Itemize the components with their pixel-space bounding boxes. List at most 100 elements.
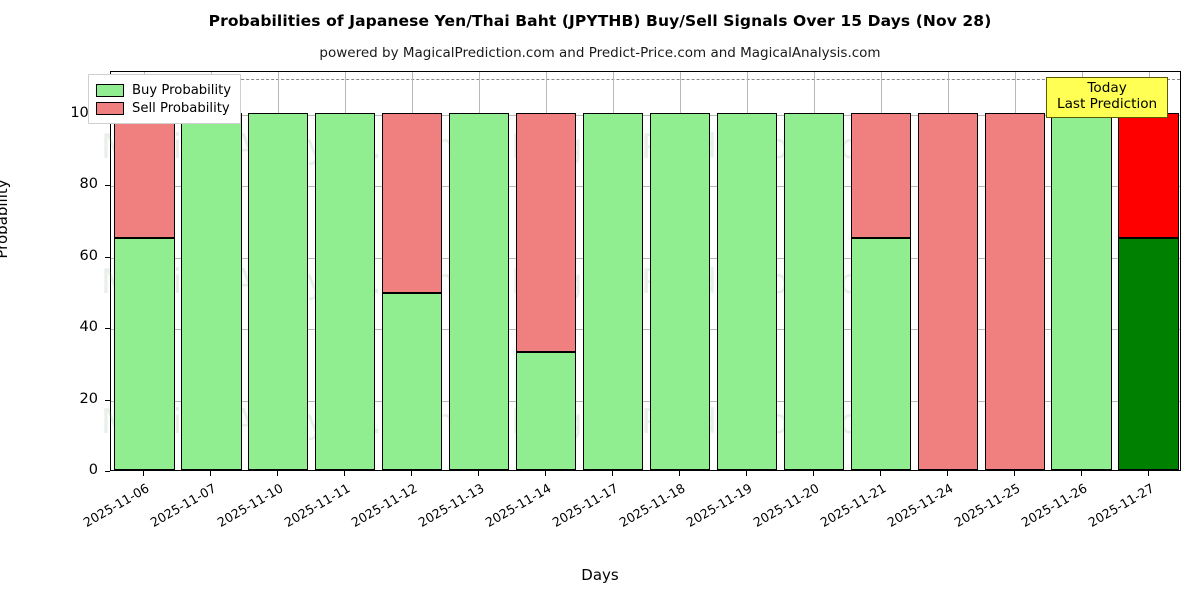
bar-segment-buy xyxy=(248,112,309,470)
gridline-horizontal xyxy=(111,400,1180,402)
x-tick-label: 2025-11-11 xyxy=(281,480,353,530)
bar-segment-buy xyxy=(582,112,644,470)
bar-segment-sell xyxy=(850,112,911,238)
bar-segment-buy xyxy=(449,112,510,470)
y-tick-mark xyxy=(105,471,110,472)
bar-segment-buy xyxy=(649,112,711,470)
today-callout-line2: Last Prediction xyxy=(1057,95,1158,112)
bar-segment-buy xyxy=(1118,237,1179,470)
legend-item-buy: Buy Probability xyxy=(96,81,231,99)
x-tick-mark xyxy=(946,471,948,476)
x-tick-label: 2025-11-17 xyxy=(549,480,621,530)
gridline-dashed-top xyxy=(111,79,1180,81)
x-tick-label: 2025-11-12 xyxy=(348,480,420,530)
x-tick-mark xyxy=(678,471,680,476)
x-tick-label: 2025-11-07 xyxy=(148,480,219,530)
x-tick-label: 2025-11-10 xyxy=(214,480,286,530)
x-tick-label: 2025-11-14 xyxy=(482,480,554,530)
bar-group xyxy=(783,70,844,470)
x-axis-label: Days xyxy=(581,566,619,584)
bar-group xyxy=(248,70,309,470)
bar-segment-sell xyxy=(984,112,1045,470)
y-tick-label: 60 xyxy=(79,247,98,264)
x-tick-mark xyxy=(1080,471,1082,476)
bar-group xyxy=(582,70,644,470)
bar-group xyxy=(917,70,978,470)
legend-label-buy: Buy Probability xyxy=(132,82,232,98)
y-tick-label: 40 xyxy=(79,319,98,336)
gridline-horizontal xyxy=(111,329,1180,331)
bar-group xyxy=(984,70,1045,470)
plot-area: MagicalAnalysis.comMagicalPrediction.com… xyxy=(101,71,1181,471)
x-tick-mark xyxy=(411,471,413,476)
bar-segment-buy xyxy=(315,112,376,470)
bar-segment-buy xyxy=(181,112,242,470)
bar-group xyxy=(382,70,443,470)
bar-segment-sell xyxy=(917,112,978,470)
bar-group xyxy=(449,70,510,470)
y-tick-mark xyxy=(105,399,110,401)
x-tick-label: 2025-11-06 xyxy=(81,480,153,530)
x-tick-mark xyxy=(1147,471,1149,476)
legend-item-sell: Sell Probability xyxy=(96,99,231,117)
bar-series xyxy=(111,72,1180,470)
y-tick-mark xyxy=(105,328,110,330)
today-callout-line1: Today xyxy=(1087,80,1127,96)
x-tick-label: 2025-11-25 xyxy=(951,480,1023,530)
x-tick-mark xyxy=(344,471,346,476)
x-tick-mark xyxy=(143,471,145,476)
y-tick-label: 80 xyxy=(79,176,98,193)
bar-segment-buy xyxy=(716,112,778,470)
chart-subtitle: powered by MagicalPrediction.com and Pre… xyxy=(319,45,881,61)
y-tick-mark xyxy=(105,185,110,187)
bar-segment-sell xyxy=(382,112,443,294)
x-tick-label: 2025-11-26 xyxy=(1018,480,1090,530)
bar-group xyxy=(181,70,242,470)
bar-segment-sell xyxy=(515,112,577,353)
legend-label-sell: Sell Probability xyxy=(132,100,230,116)
gridline-horizontal xyxy=(111,114,1180,116)
gridline-horizontal xyxy=(111,186,1180,188)
y-tick-label: 20 xyxy=(79,390,98,407)
chart-title: Probabilities of Japanese Yen/Thai Baht … xyxy=(208,12,992,30)
gridline-horizontal xyxy=(111,257,1180,259)
bar-group xyxy=(315,70,376,470)
bar-group xyxy=(850,70,911,470)
y-tick-mark xyxy=(105,256,110,258)
x-tick-label: 2025-11-20 xyxy=(750,480,822,530)
x-tick-mark xyxy=(545,471,547,476)
bar-segment-buy xyxy=(515,352,577,470)
x-tick-mark xyxy=(478,471,480,476)
legend-swatch-buy xyxy=(96,83,124,97)
x-tick-mark xyxy=(1013,471,1015,476)
x-tick-label: 2025-11-13 xyxy=(415,480,487,530)
bar-group xyxy=(515,70,577,470)
x-tick-mark xyxy=(612,471,614,476)
bar-segment-sell xyxy=(1118,112,1179,238)
x-tick-mark xyxy=(879,471,881,476)
bar-group xyxy=(1118,70,1179,470)
bar-group xyxy=(1051,70,1112,470)
bar-segment-buy xyxy=(382,293,443,470)
x-tick-mark xyxy=(745,471,747,476)
bar-segment-buy xyxy=(783,112,844,470)
x-tick-label: 2025-11-21 xyxy=(817,480,889,530)
bar-segment-buy xyxy=(1051,112,1112,470)
x-tick-label: 2025-11-27 xyxy=(1085,480,1157,530)
bar-group xyxy=(716,70,778,470)
bar-group xyxy=(649,70,711,470)
bar-segment-sell xyxy=(114,112,175,238)
bar-segment-buy xyxy=(850,237,911,470)
today-callout: Today Last Prediction xyxy=(1046,77,1169,119)
x-tick-label: 2025-11-19 xyxy=(683,480,755,530)
x-tick-label: 2025-11-18 xyxy=(616,480,688,530)
legend: Buy Probability Sell Probability xyxy=(88,74,242,124)
x-tick-label: 2025-11-24 xyxy=(884,480,956,530)
bar-segment-buy xyxy=(114,237,175,470)
x-tick-mark xyxy=(210,471,212,476)
x-tick-mark xyxy=(277,471,279,476)
y-axis-label: Probability xyxy=(0,179,11,259)
legend-swatch-sell xyxy=(96,101,124,115)
y-tick-label: 0 xyxy=(88,462,98,478)
